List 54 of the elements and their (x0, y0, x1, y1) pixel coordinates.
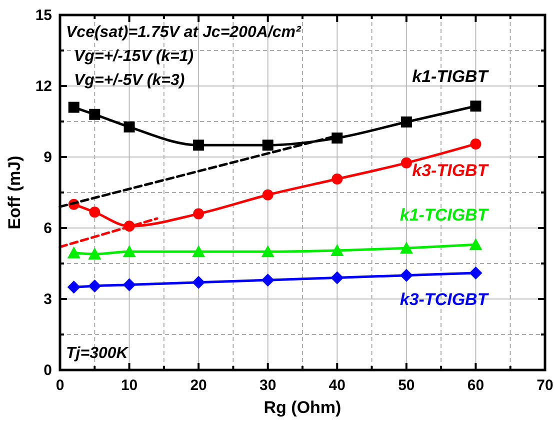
point (470, 138, 482, 150)
point (332, 132, 343, 144)
y-tick-label: 6 (44, 220, 52, 237)
point (124, 121, 135, 132)
point (262, 189, 274, 200)
point (400, 157, 412, 168)
point (192, 245, 206, 258)
x-tick-label: 50 (398, 377, 415, 394)
series-label: k1-TIGBT (412, 67, 490, 86)
point (193, 140, 204, 151)
x-tick-label: 0 (56, 377, 64, 394)
y-tick-label: 0 (44, 362, 52, 379)
annotation: Tj=300K (66, 345, 130, 362)
x-axis-title: Rg (Ohm) (264, 398, 342, 417)
point (68, 102, 80, 113)
point (88, 279, 102, 292)
point (192, 276, 206, 289)
y-tick-label: 12 (35, 78, 52, 95)
point (469, 238, 482, 250)
point (193, 208, 204, 220)
point (67, 246, 80, 258)
point (89, 206, 100, 218)
point (330, 271, 344, 284)
y-tick-label: 15 (35, 7, 52, 24)
point (122, 245, 136, 258)
point (261, 274, 274, 287)
point (89, 108, 100, 120)
series-label: k1-TCIGBT (400, 206, 490, 225)
x-tick-label: 40 (328, 377, 346, 394)
series-label: k3-TCIGBT (400, 290, 490, 309)
point (469, 266, 482, 280)
point (400, 268, 413, 282)
x-tick-label: 70 (536, 377, 554, 394)
point (122, 278, 136, 292)
x-tick-label: 30 (260, 377, 276, 394)
series-label: k3-TIGBT (412, 160, 490, 180)
point (261, 245, 274, 258)
point (67, 280, 80, 294)
point (400, 116, 412, 128)
point (470, 100, 482, 112)
annotation: Vg=+/-15V (k=1) (74, 48, 194, 65)
annotation: Vce(sat)=1.75V at Jc=200A/cm² (66, 24, 302, 41)
point (400, 242, 413, 254)
y-tick-label: 3 (44, 291, 52, 308)
point (330, 244, 344, 256)
annotation: Vg=+/-5V (k=3) (74, 72, 185, 89)
point (88, 248, 102, 260)
x-tick-label: 10 (120, 377, 138, 394)
x-tick-label: 60 (467, 377, 484, 394)
x-tick-label: 20 (190, 377, 207, 394)
point (262, 140, 274, 151)
y-axis-title: Eoff (mJ) (5, 156, 24, 230)
point (332, 174, 343, 185)
y-tick-label: 9 (44, 149, 52, 166)
